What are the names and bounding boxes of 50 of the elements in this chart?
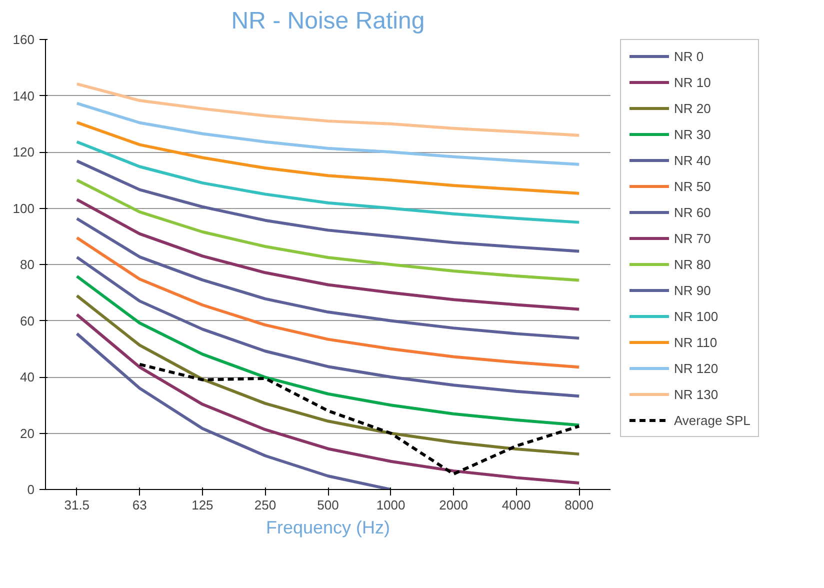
line-series [75,274,581,427]
line-series [75,256,581,398]
legend-label: NR 70 [674,230,711,246]
line-series [75,178,581,282]
legend-label: NR 60 [674,204,711,220]
y-tick-label: 80 [20,257,35,272]
line-series [138,362,581,476]
x-axis-title: Frequency (Hz) [266,518,390,538]
x-tick-label: 2000 [439,498,468,512]
line-series [75,160,581,253]
x-tick-label: 4000 [502,498,531,512]
line-series [75,140,581,224]
line-series [75,102,581,166]
legend-label: NR 30 [674,126,711,142]
legend-label: NR 100 [674,308,718,324]
chart-title: NR - Noise Rating [231,8,425,34]
x-tick-label: 63 [132,498,147,512]
legend-label: NR 40 [674,152,711,168]
line-series [75,120,581,195]
x-tick-label: 250 [254,498,276,512]
legend-label: NR 10 [674,74,711,90]
line-series [75,332,392,490]
x-tick-label: 31.5 [64,498,90,512]
y-tick-label: 0 [27,482,35,497]
x-tick-label: 1000 [376,498,406,512]
x-tick-label: 500 [317,498,339,512]
line-series [75,217,581,340]
line-series [75,313,581,485]
legend-label: NR 0 [674,48,704,64]
line-series [75,294,581,456]
line-series [75,198,581,311]
legend-label: NR 120 [674,360,718,376]
legend-label: Average SPL [674,412,750,428]
line-series [75,236,581,369]
y-tick-label: 160 [12,32,35,47]
legend-label: NR 50 [674,178,711,194]
y-tick-label: 120 [12,144,35,160]
legend-label: NR 90 [674,282,711,298]
line-series [75,82,581,137]
y-tick-label: 20 [20,426,35,441]
legend-label: NR 80 [674,256,711,272]
legend-label: NR 20 [674,100,711,116]
legend-label: NR 130 [674,386,718,402]
x-tick-label: 8000 [564,498,594,512]
y-tick-label: 60 [20,313,35,328]
y-tick-label: 40 [20,370,35,384]
y-tick-label: 100 [12,200,35,216]
legend-label: NR 110 [674,334,718,350]
y-tick-label: 140 [12,88,35,104]
x-tick-label: 125 [192,498,214,512]
